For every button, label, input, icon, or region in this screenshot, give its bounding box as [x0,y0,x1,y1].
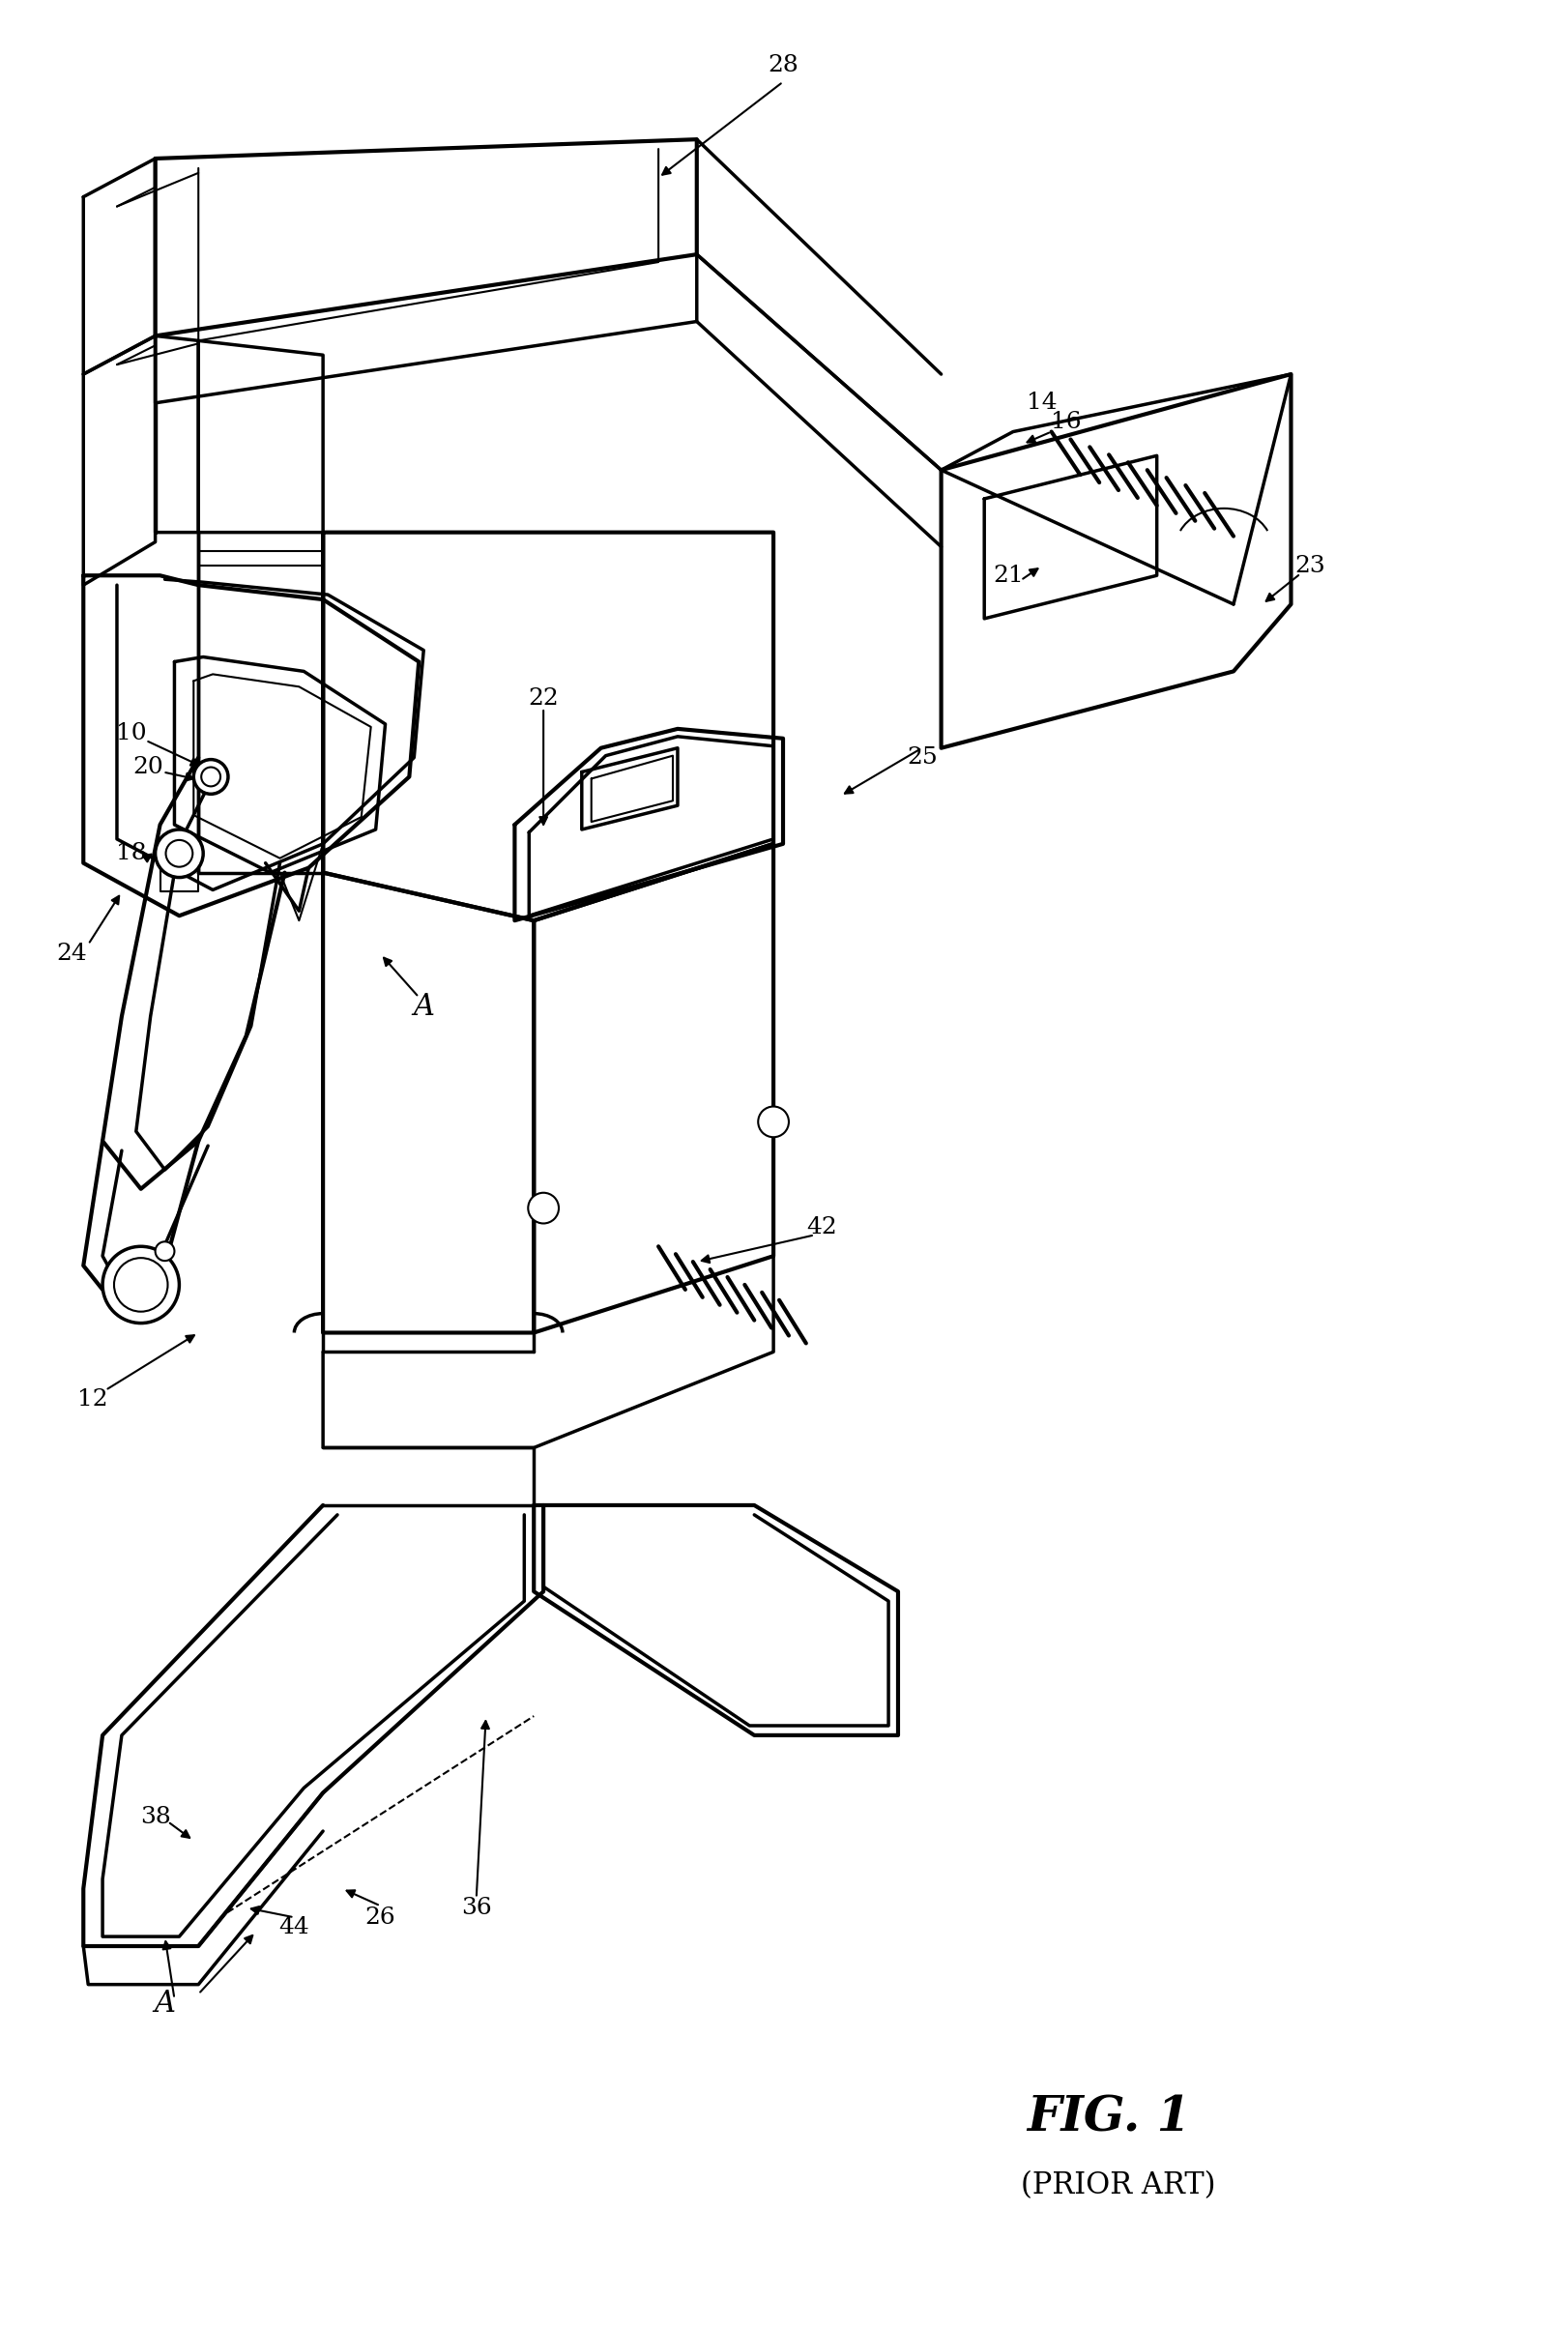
Text: 18: 18 [116,843,146,864]
Text: 23: 23 [1295,554,1325,577]
Text: FIG. 1: FIG. 1 [1027,2095,1190,2142]
Circle shape [102,1245,179,1322]
Text: 10: 10 [116,722,146,745]
Circle shape [155,1241,174,1262]
Text: 26: 26 [365,1907,395,1928]
Text: 38: 38 [140,1807,171,1827]
Text: 16: 16 [1051,412,1080,433]
Text: 24: 24 [56,943,88,966]
Circle shape [155,829,204,878]
Text: 36: 36 [461,1897,492,1918]
Text: 25: 25 [906,747,938,768]
Text: 14: 14 [1027,391,1057,414]
Text: 28: 28 [768,54,798,77]
Circle shape [528,1192,558,1225]
Text: 12: 12 [78,1390,108,1411]
Circle shape [193,759,227,794]
Text: A: A [412,992,434,1022]
Text: 22: 22 [528,687,558,710]
Circle shape [757,1106,789,1136]
Text: 21: 21 [993,563,1024,587]
Text: A: A [154,1988,176,2018]
Text: 20: 20 [133,757,165,778]
Text: 42: 42 [806,1215,837,1238]
Text: 44: 44 [279,1916,309,1939]
Text: (PRIOR ART): (PRIOR ART) [1021,2170,1215,2200]
